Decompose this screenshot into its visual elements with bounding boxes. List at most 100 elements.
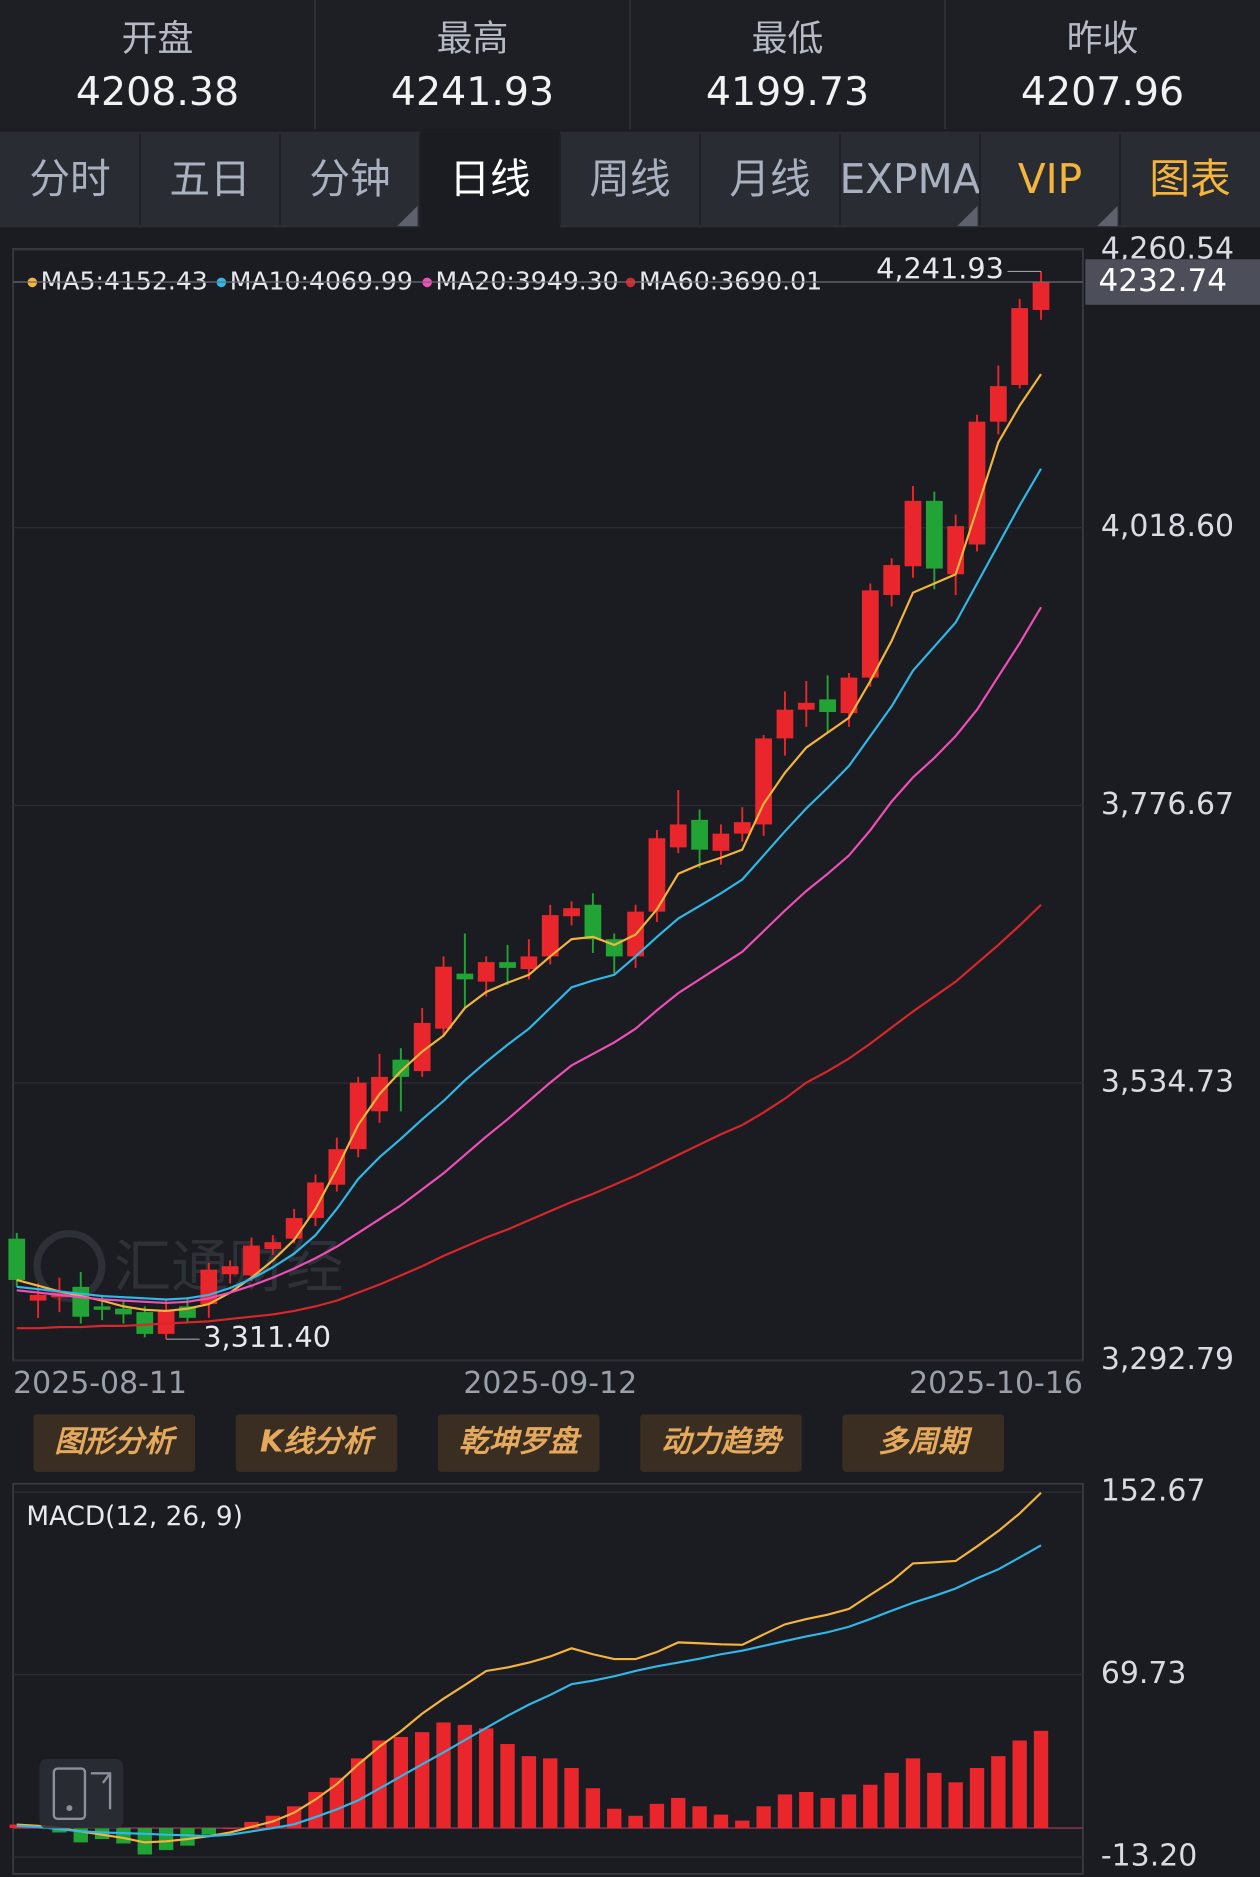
macd-bar (713, 1814, 729, 1829)
stat-value: 4199.73 (706, 69, 869, 115)
tool-button-label[interactable]: 多周期 (878, 1425, 973, 1460)
tab[interactable]: 月线 (729, 155, 810, 203)
tool-button[interactable] (235, 1414, 398, 1472)
candle-body (1032, 282, 1050, 310)
candle-body (157, 1309, 175, 1334)
tool-button[interactable] (33, 1414, 196, 1472)
macd-bar (948, 1782, 963, 1829)
macd-bar (372, 1740, 387, 1829)
tab[interactable]: 周线 (589, 155, 670, 203)
macd-bar (628, 1815, 643, 1829)
tab[interactable]: 五日 (169, 155, 250, 203)
stat-label: 开盘 (122, 19, 194, 60)
macd-bar (905, 1758, 921, 1829)
candle-body (93, 1306, 111, 1310)
candle-body (797, 702, 815, 710)
macd-frame (12, 1482, 1084, 1875)
tab[interactable]: 分时 (29, 155, 110, 203)
y-tick-label: 4,018.60 (1101, 509, 1234, 544)
macd-bar (415, 1732, 430, 1829)
stat-label: 昨收 (1067, 19, 1139, 60)
ma-line (16, 468, 1042, 1301)
candle-body (541, 915, 559, 957)
candle-body (29, 1294, 47, 1301)
legend-label: MA20:3949.30 (436, 266, 619, 295)
float-icon-arrow (90, 1772, 112, 1810)
macd-bar (969, 1768, 985, 1829)
macd-bar (180, 1828, 195, 1846)
candle-body (755, 738, 772, 825)
y-tick-label: 152.67 (1101, 1474, 1206, 1509)
macd-bar (927, 1772, 942, 1829)
candle-body (285, 1218, 303, 1239)
macd-bar (350, 1758, 366, 1829)
macd-bar (735, 1820, 750, 1829)
macd-bar (585, 1788, 601, 1829)
macd-bar (329, 1777, 345, 1829)
macd-bar (671, 1797, 686, 1829)
candle-body (1011, 308, 1029, 385)
candle-body (264, 1242, 282, 1249)
candle-body (819, 699, 837, 712)
macd-bar (1033, 1730, 1049, 1829)
tab[interactable]: 分钟 (309, 155, 390, 203)
watermark-logo (33, 1230, 106, 1302)
tab[interactable]: 日线 (449, 155, 530, 203)
macd-bar (543, 1758, 558, 1829)
candle-body (989, 386, 1007, 422)
candle-body (968, 421, 986, 545)
stat-value: 4208.38 (76, 69, 239, 115)
candle-body (733, 822, 751, 834)
tab-active-bg (420, 131, 560, 228)
tool-button[interactable] (437, 1414, 600, 1472)
annotation: 3,311.40 (203, 1320, 331, 1354)
tool-button[interactable] (640, 1414, 802, 1472)
macd-bar (607, 1808, 622, 1829)
macd-bar (863, 1784, 878, 1829)
y-tick-label: 3,534.73 (1101, 1064, 1234, 1099)
macd-bar (799, 1791, 814, 1829)
legend-label: MA60:3690.01 (639, 266, 822, 295)
candle-body (307, 1182, 324, 1219)
candle-body (8, 1238, 26, 1280)
x-tick-label: 2025-10-16 (909, 1366, 1083, 1401)
tab[interactable]: VIP (1018, 155, 1082, 203)
candle-body (712, 833, 730, 851)
y-tick-label: -13.20 (1101, 1839, 1197, 1874)
macd-bar (820, 1797, 835, 1829)
float-icon-bg[interactable] (39, 1758, 124, 1829)
candle-body (477, 962, 495, 982)
float-icon-dot (66, 1805, 73, 1812)
tab-menu-marker (1097, 205, 1118, 227)
candle-body (904, 500, 922, 567)
stat-label: 最高 (437, 19, 509, 60)
macd-bar (649, 1803, 665, 1829)
tab[interactable]: 图表 (1149, 155, 1230, 203)
tool-button-label[interactable]: 图形分析 (54, 1425, 178, 1460)
tool-button[interactable] (842, 1414, 1004, 1472)
macd-bar (756, 1806, 771, 1829)
tool-button-label[interactable]: 动力趋势 (661, 1425, 784, 1460)
macd-bar (201, 1828, 216, 1835)
tab-bar (0, 131, 1260, 228)
macd-bar (436, 1722, 451, 1829)
tab-menu-marker (397, 205, 418, 227)
tool-button-label[interactable]: K线分析 (260, 1425, 377, 1460)
macd-bar (479, 1728, 494, 1829)
x-tick-label: 2025-09-12 (463, 1366, 637, 1401)
candle-body (136, 1312, 154, 1334)
candle-body (691, 819, 708, 850)
ma-line (16, 373, 1042, 1313)
macd-bar (564, 1768, 579, 1829)
candle-body (648, 838, 666, 912)
candle-body (883, 565, 901, 595)
y-tick-label: 3,776.67 (1101, 787, 1234, 822)
tab[interactable]: EXPMA (839, 155, 980, 203)
tool-button-label[interactable]: 乾坤罗盘 (459, 1425, 583, 1460)
candle-body (115, 1308, 132, 1315)
ma-line (16, 903, 1042, 1330)
y-tick-label: 3,292.79 (1101, 1342, 1234, 1377)
candle-body (776, 709, 794, 739)
macd-line (16, 1491, 1042, 1844)
float-icon-shape (52, 1767, 87, 1821)
